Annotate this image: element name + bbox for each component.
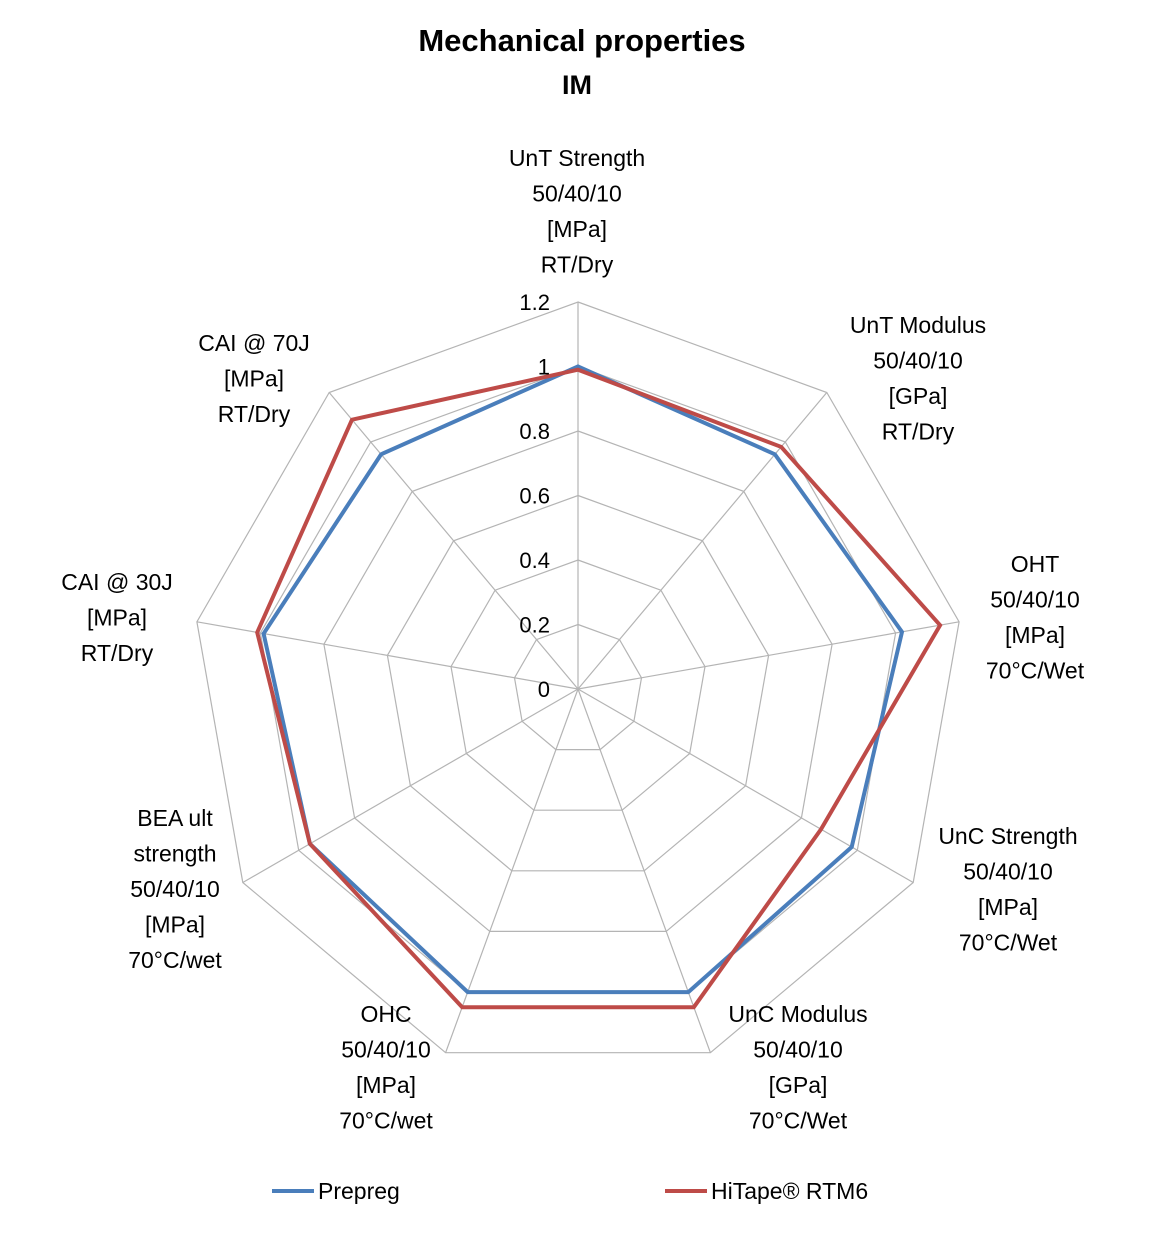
axis-label-2: OHT 50/40/10 [MPa] 70°C/Wet — [986, 551, 1085, 684]
axis-label-line: 70°C/wet — [128, 947, 222, 973]
tick-label-6: 1.2 — [519, 290, 550, 315]
grid-ring-6 — [196, 301, 960, 1054]
legend: Prepreg HiTape® RTM6 — [272, 1178, 868, 1204]
axis-label-line: UnT Modulus — [850, 312, 986, 338]
axis-label-line: 50/40/10 — [873, 348, 963, 374]
axis-label-line: strength — [133, 841, 216, 867]
axis-label-8: CAI @ 70J [MPa] RT/Dry — [198, 330, 310, 427]
series-line-0 — [261, 364, 905, 995]
axis-label-line: [MPa] — [224, 366, 284, 392]
axis-label-4: UnC Modulus 50/40/10 [GPa] 70°C/Wet — [728, 1001, 867, 1134]
radial-tick-labels: 0 0.2 0.4 0.6 0.8 1 1.2 — [519, 290, 550, 702]
axis-label-line: RT/Dry — [541, 252, 614, 278]
axis-label-line: 50/40/10 — [990, 587, 1080, 613]
chart-title: Mechanical properties — [418, 23, 745, 58]
grid-spoke-7 — [196, 621, 579, 690]
grid-ring-3 — [386, 494, 770, 872]
grid-spoke-1 — [577, 392, 828, 690]
grid-ring-1 — [513, 623, 643, 751]
grid-ring-2 — [450, 559, 706, 811]
radar-grid — [196, 301, 960, 1054]
axis-label-6: BEA ult strength 50/40/10 [MPa] 70°C/wet — [128, 805, 222, 973]
axis-label-line: [MPa] — [1005, 622, 1065, 648]
axis-label-line: [GPa] — [889, 383, 948, 409]
axis-label-line: 50/40/10 — [963, 859, 1053, 885]
axis-label-line: OHT — [1011, 551, 1060, 577]
grid-spoke-2 — [577, 621, 960, 690]
series-line-1 — [255, 367, 943, 1010]
tick-label-1: 0.2 — [519, 613, 550, 638]
axis-label-line: 50/40/10 — [130, 876, 220, 902]
axis-label-line: 70°C/Wet — [749, 1108, 848, 1134]
axis-label-line: 70°C/Wet — [986, 658, 1085, 684]
axis-label-line: 50/40/10 — [341, 1037, 431, 1063]
axis-label-line: 70°C/wet — [339, 1108, 433, 1134]
axis-label-line: CAI @ 30J — [61, 569, 173, 595]
tick-label-4: 0.8 — [519, 419, 550, 444]
axis-label-3: UnC Strength 50/40/10 [MPa] 70°C/Wet — [938, 823, 1077, 956]
axis-label-line: RT/Dry — [218, 401, 291, 427]
axis-label-line: [MPa] — [356, 1072, 416, 1098]
axis-label-line: RT/Dry — [81, 640, 154, 666]
axis-label-line: [MPa] — [87, 605, 147, 631]
tick-label-3: 0.6 — [519, 484, 550, 509]
tick-label-0: 0 — [538, 677, 550, 702]
axis-label-1: UnT Modulus 50/40/10 [GPa] RT/Dry — [850, 312, 986, 445]
axis-label-line: OHC — [360, 1001, 411, 1027]
axis-label-5: OHC 50/40/10 [MPa] 70°C/wet — [339, 1001, 433, 1134]
axis-label-line: RT/Dry — [882, 419, 955, 445]
chart-subtitle: IM — [562, 70, 592, 100]
grid-spoke-6 — [242, 688, 579, 884]
axis-label-line: BEA ult — [137, 805, 213, 831]
axis-label-line: UnT Strength — [509, 145, 645, 171]
grid-spoke-8 — [328, 392, 579, 690]
axis-label-7: CAI @ 30J [MPa] RT/Dry — [61, 569, 173, 666]
tick-label-2: 0.4 — [519, 548, 550, 573]
axis-label-0: UnT Strength 50/40/10 [MPa] RT/Dry — [509, 145, 645, 278]
grid-ring-4 — [323, 430, 833, 933]
axis-label-line: 50/40/10 — [753, 1037, 843, 1063]
grid-spoke-3 — [577, 688, 914, 884]
legend-label-0: Prepreg — [318, 1178, 400, 1204]
axis-label-line: [MPa] — [547, 216, 607, 242]
tick-label-5: 1 — [538, 355, 550, 380]
axis-label-line: CAI @ 70J — [198, 330, 310, 356]
axis-label-line: [MPa] — [978, 894, 1038, 920]
axis-label-line: [MPa] — [145, 912, 205, 938]
legend-label-1: HiTape® RTM6 — [711, 1178, 868, 1204]
axis-label-line: [GPa] — [769, 1072, 828, 1098]
axis-label-line: UnC Strength — [938, 823, 1077, 849]
axis-label-line: 70°C/Wet — [959, 930, 1058, 956]
axis-label-line: 50/40/10 — [532, 181, 622, 207]
radar-series — [255, 364, 943, 1010]
axis-label-line: UnC Modulus — [728, 1001, 867, 1027]
